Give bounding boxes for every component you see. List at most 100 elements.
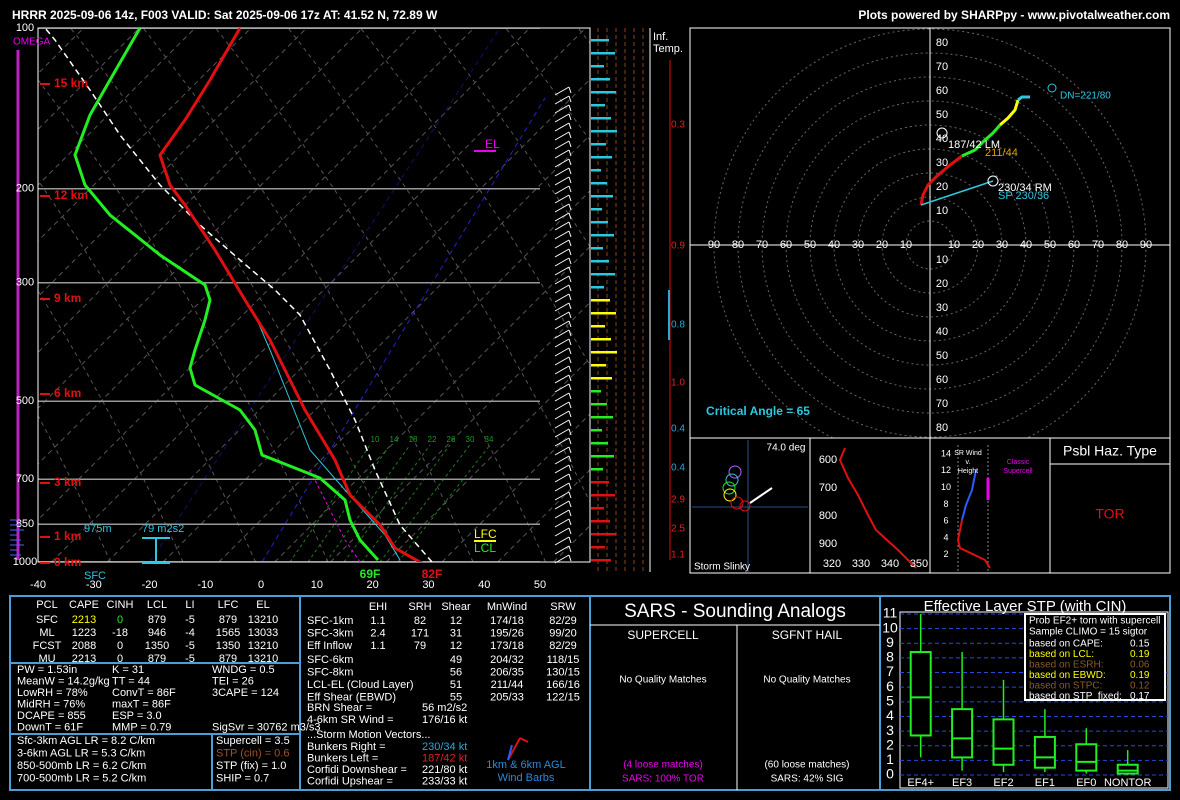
barb-flag — [568, 392, 572, 400]
inferred-bar — [591, 338, 611, 341]
inferred-bar — [591, 286, 604, 289]
hodo-tick: 80 — [936, 37, 948, 49]
thermo-index: WNDG = 0.5 — [212, 664, 275, 676]
legend-value: 0.19 — [1130, 670, 1150, 681]
sars-matches: No Quality Matches — [763, 675, 850, 686]
barb-flag — [568, 518, 572, 526]
hodo-tick: 80 — [1116, 239, 1128, 251]
kin-cell: 79 — [414, 640, 426, 652]
inferred-bar — [591, 182, 607, 185]
kin-header: SRH — [408, 601, 431, 613]
sr-title: v. — [966, 459, 971, 466]
thermo-cell: 879 — [148, 653, 166, 665]
y-tick-label: 4 — [886, 707, 894, 723]
pressure-label: 1000 — [13, 556, 37, 568]
profiles — [44, 28, 433, 562]
lcl-label: LCL — [474, 541, 496, 555]
pressure-label: 300 — [16, 277, 34, 289]
hodograph-grid — [690, 28, 1170, 438]
barb-shaft — [554, 329, 570, 339]
barb-flag — [568, 203, 572, 211]
barb-flag — [568, 347, 572, 355]
barb-flag — [568, 176, 572, 184]
lfc-label: LFC — [474, 527, 497, 541]
isotherm-minus20 — [149, 28, 501, 562]
sr-note: Classic — [1007, 459, 1030, 466]
barb-shaft — [554, 554, 570, 564]
thermo-index: MidRH = 76% — [17, 698, 85, 710]
thermo-index: ConvT = 86F — [112, 687, 176, 699]
thermo-cell: 0 — [117, 614, 123, 626]
hodo-tick: 10 — [948, 239, 960, 251]
x-tick-label: EF4+ — [907, 777, 934, 789]
barb-shaft — [554, 230, 570, 240]
hodo-tick: 80 — [732, 239, 744, 251]
eff-srh: 79 m2s2 — [142, 523, 184, 535]
inferred-bar — [591, 533, 616, 536]
inf-value: 1.1 — [671, 550, 685, 561]
hodo-tick: 50 — [936, 109, 948, 121]
barb-flag — [568, 509, 572, 517]
x-tick-label: EF3 — [952, 777, 972, 789]
wind-barbs — [554, 86, 572, 564]
barb-shaft — [554, 356, 570, 366]
thermo-cell: ML — [39, 627, 54, 639]
mixing-ratio-label: 30 — [466, 435, 475, 444]
composite: STP (fix) = 1.0 — [216, 760, 286, 772]
hodo-tick: 60 — [936, 85, 948, 97]
kin-param: BRN Shear = — [307, 702, 372, 714]
inferred-bar — [591, 325, 605, 328]
sr-wind-low — [956, 519, 991, 569]
barb-shaft — [554, 464, 570, 474]
kin-header: Shear — [441, 601, 471, 613]
barb-shaft — [554, 176, 570, 186]
dry-adiabat — [38, 414, 111, 562]
barb-shaft — [554, 302, 570, 312]
hodo-tick: 10 — [936, 205, 948, 217]
hodo-tick: 80 — [936, 422, 948, 434]
sr-height: 14 — [941, 448, 951, 458]
sr-wind-high — [961, 469, 977, 521]
barb-flag — [568, 293, 572, 301]
y-tick-label: 8 — [886, 649, 894, 665]
barb-shaft — [554, 239, 570, 249]
barb-shaft — [554, 446, 570, 456]
thermo-header: LCL — [147, 599, 167, 611]
legend-value: 0.19 — [1130, 649, 1150, 660]
barb-shaft — [554, 266, 570, 276]
inferred-bar — [591, 156, 612, 159]
legend-label: based on ESRH: — [1029, 660, 1104, 671]
hodo-tick: 60 — [1068, 239, 1080, 251]
inferred-bar — [591, 91, 616, 94]
thermo-cell: SFC — [36, 614, 58, 626]
x-tick-label: EF2 — [993, 777, 1013, 789]
barb-flag — [568, 455, 572, 463]
barb-shaft — [554, 338, 570, 348]
inferred-bar — [591, 143, 606, 146]
pressure-label: 200 — [16, 183, 34, 195]
composite: STP (cin) = 0.6 — [216, 747, 289, 759]
inferred-bar — [591, 546, 605, 549]
barb-flag — [568, 473, 572, 481]
sr-height: 6 — [943, 516, 948, 526]
kin-cell: 51 — [450, 679, 462, 691]
inferred-bar — [591, 234, 614, 237]
inf-value: 0.4 — [671, 424, 685, 435]
barb-shaft — [554, 419, 570, 429]
barb-shaft — [554, 86, 570, 96]
thermo-cell: -5 — [185, 640, 195, 652]
hodo-tick: 20 — [936, 181, 948, 193]
barb-flag — [568, 302, 572, 310]
dn-marker — [1047, 83, 1057, 93]
omega-label: OMEGA — [13, 37, 51, 48]
inferred-bar — [591, 403, 607, 406]
inf-value: 0.8 — [671, 320, 685, 331]
kin-cell: SFC-6km — [307, 654, 353, 666]
legend-value: 0.15 — [1130, 639, 1150, 650]
barb-shaft — [554, 293, 570, 303]
sars-loose: (4 loose matches) — [623, 760, 702, 771]
stp-plot-frame — [899, 611, 1169, 789]
theta-p-label: 900 — [819, 538, 837, 550]
